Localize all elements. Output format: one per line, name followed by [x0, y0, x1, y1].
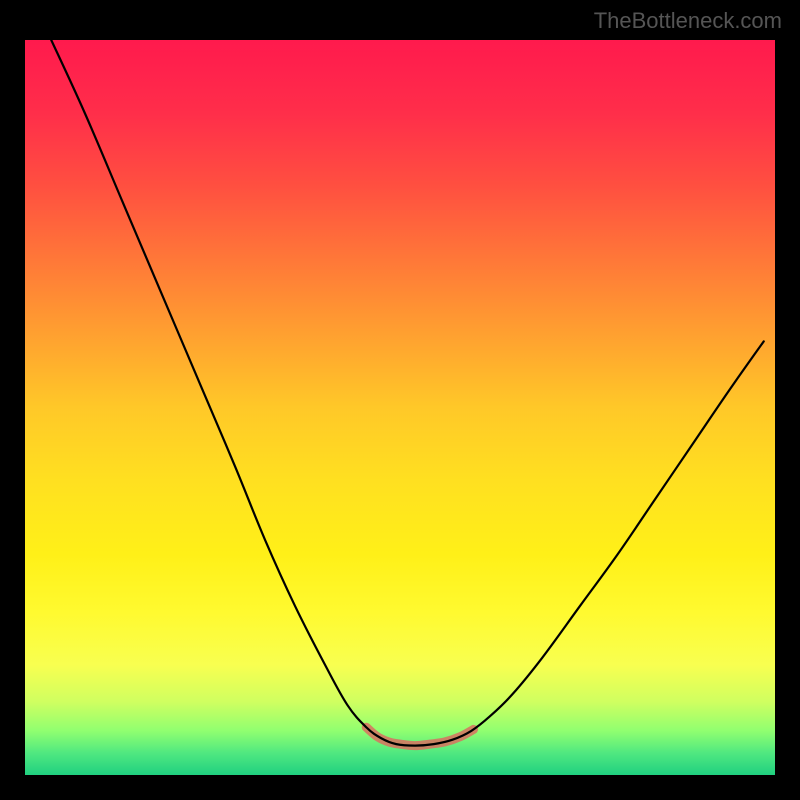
bottom-marker-line [366, 727, 473, 745]
bottleneck-chart [25, 40, 775, 775]
bottleneck-curve [51, 40, 764, 746]
watermark-text: TheBottleneck.com [594, 8, 782, 34]
curve-overlay [25, 40, 775, 775]
